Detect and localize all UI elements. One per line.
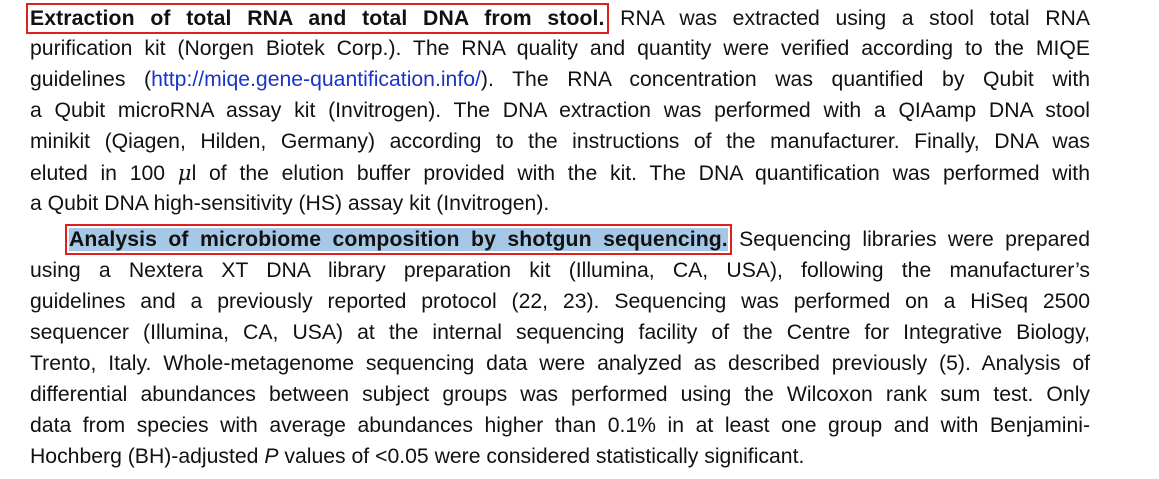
miqe-link[interactable]: http://miqe.gene-quantification.info/: [151, 68, 481, 91]
p1-text-6b: l of the elution buffer provided with th…: [191, 162, 1090, 185]
p1-line-7: a Qubit DNA high-sensitivity (HS) assay …: [30, 192, 550, 215]
p1-line-6: eluted in 100 μl of the elution buffer p…: [30, 158, 1090, 188]
p1-heading: Extraction of total RNA and total DNA fr…: [26, 3, 609, 34]
p2-line-2: using a Nextera XT DNA library preparati…: [30, 259, 1090, 282]
p1-text-1: RNA was extracted using a stool total RN…: [620, 7, 1090, 30]
p1-text-3a: guidelines (: [30, 68, 152, 91]
p1-line-5: minikit (Qiagen, Hilden, Germany) accord…: [30, 130, 1090, 153]
p1-line-2: purification kit (Norgen Biotek Corp.). …: [30, 37, 1090, 60]
p-value-symbol: P: [264, 445, 279, 468]
p1-line-1: Extraction of total RNA and total DNA fr…: [26, 3, 1090, 34]
p2-line-1: Analysis of microbiome composition by sh…: [65, 224, 1090, 255]
mu-symbol: μ: [177, 160, 192, 185]
p2-line-5: Trento, Italy. Whole-metagenome sequenci…: [30, 352, 1090, 375]
p2-line-3: guidelines and a previously reported pro…: [30, 290, 1090, 313]
p1-text-6a: eluted in 100: [30, 162, 178, 185]
p1-line-4: a Qubit microRNA assay kit (Invitrogen).…: [30, 99, 1090, 122]
p2-line-6: differential abundances between subject …: [30, 383, 1090, 406]
p1-text-3b: ). The RNA concentration was quantified …: [480, 68, 1091, 91]
p2-text-1: Sequencing libraries were prepared: [739, 228, 1090, 251]
p2-line-8: Hochberg (BH)-adjusted P values of <0.05…: [30, 442, 1090, 472]
p2-heading: Analysis of microbiome composition by sh…: [65, 224, 732, 255]
p2-line-7: data from species with average abundance…: [30, 414, 1090, 437]
p2-text-8a: Hochberg (BH)-adjusted: [30, 445, 265, 468]
p2-line-4: sequencer (Illumina, CA, USA) at the int…: [30, 321, 1090, 344]
p2-text-8b: values of <0.05 were considered statisti…: [278, 445, 805, 468]
p1-line-3: guidelines (http://miqe.gene-quantificat…: [30, 65, 1090, 95]
